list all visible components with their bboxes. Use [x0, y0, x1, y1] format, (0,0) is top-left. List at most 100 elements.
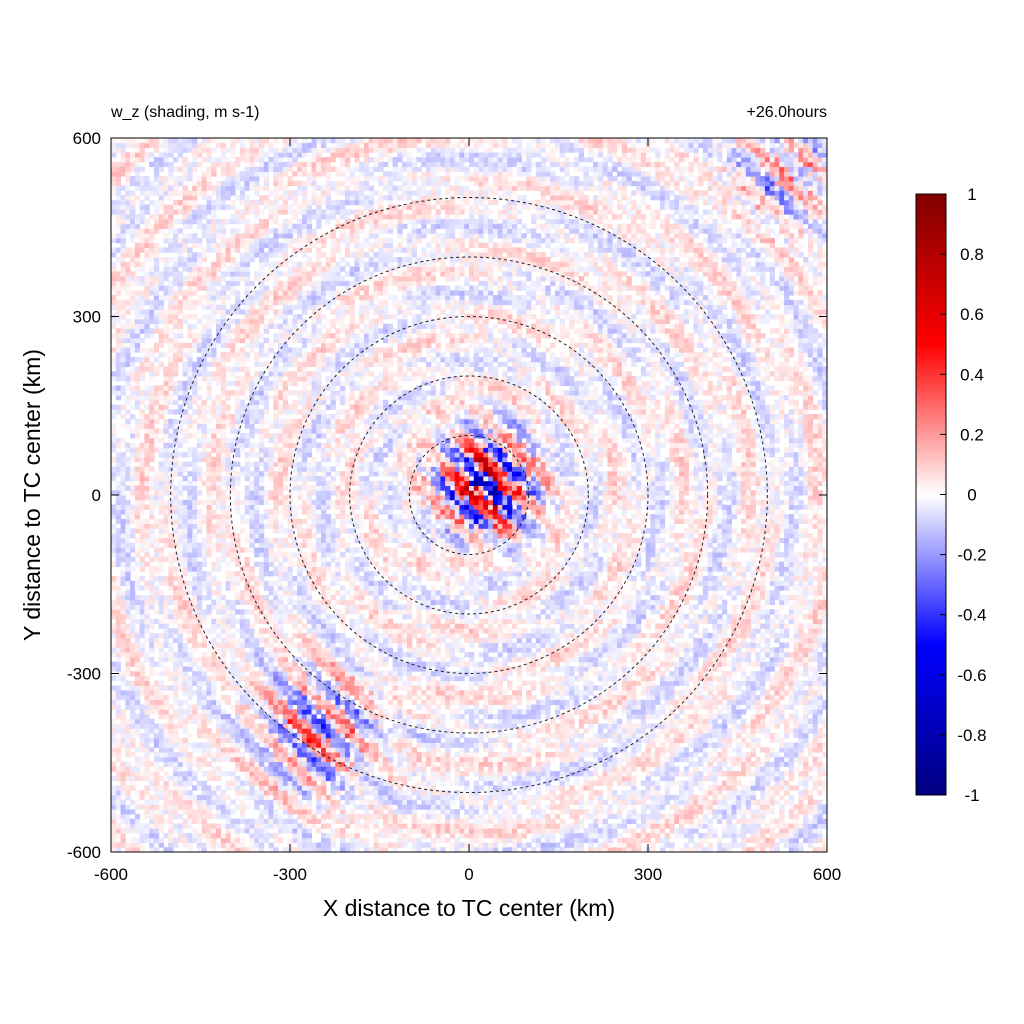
- heatmap-cell: [173, 361, 179, 367]
- heatmap-cell: [115, 528, 122, 534]
- heatmap-cell: [187, 385, 193, 391]
- heatmap-cell: [158, 309, 164, 315]
- heatmap-cell: [173, 675, 179, 682]
- heatmap-cell: [297, 190, 303, 196]
- heatmap-cell: [182, 395, 188, 401]
- heatmap-cell: [153, 180, 160, 187]
- heatmap-cell: [196, 542, 203, 548]
- heatmap-cell: [268, 433, 274, 439]
- heatmap-cell: [244, 442, 250, 448]
- heatmap-cell: [192, 599, 198, 605]
- heatmap-cell: [258, 304, 265, 310]
- heatmap-cell: [220, 637, 227, 644]
- heatmap-cell: [220, 428, 227, 434]
- heatmap-cell: [163, 537, 169, 544]
- heatmap-cell: [139, 214, 145, 220]
- heatmap-cell: [263, 218, 270, 225]
- heatmap-cell: [168, 371, 174, 377]
- heatmap-cell: [258, 709, 265, 715]
- heatmap-cell: [173, 452, 179, 458]
- heatmap-cell: [254, 190, 260, 196]
- heatmap-cell: [163, 271, 169, 277]
- heatmap-cell: [168, 575, 174, 582]
- heatmap-cell: [278, 209, 284, 215]
- heatmap-cell: [287, 566, 293, 572]
- heatmap-cell: [196, 761, 203, 767]
- heatmap-cell: [134, 813, 141, 820]
- heatmap-cell: [239, 261, 246, 268]
- heatmap-cell: [139, 347, 145, 353]
- heatmap-cell: [130, 390, 136, 396]
- heatmap-cell: [134, 547, 141, 553]
- heatmap-cell: [258, 671, 265, 677]
- heatmap-cell: [235, 828, 241, 834]
- heatmap-cell: [187, 376, 193, 382]
- heatmap-cell: [258, 285, 265, 291]
- heatmap-cell: [134, 299, 141, 306]
- heatmap-cell: [120, 766, 126, 772]
- heatmap-cell: [225, 518, 231, 525]
- heatmap-cell: [301, 723, 308, 729]
- heatmap-cell: [268, 242, 274, 248]
- heatmap-cell: [120, 257, 126, 263]
- heatmap-cell: [230, 428, 236, 434]
- heatmap-cell: [263, 661, 270, 667]
- heatmap-cell: [278, 347, 284, 353]
- heatmap-cell: [258, 656, 265, 663]
- heatmap-cell: [282, 442, 289, 448]
- heatmap-cell: [201, 633, 207, 639]
- heatmap-cell: [230, 366, 236, 372]
- heatmap-cell: [173, 823, 179, 829]
- heatmap-cell: [225, 480, 231, 486]
- heatmap-cell: [163, 276, 169, 282]
- heatmap-cell: [235, 176, 241, 182]
- heatmap-cell: [192, 233, 198, 239]
- heatmap-cell: [125, 266, 131, 272]
- heatmap-cell: [258, 809, 265, 815]
- heatmap-cell: [163, 423, 169, 429]
- heatmap-cell: [115, 456, 122, 463]
- heatmap-cell: [201, 409, 207, 415]
- heatmap-cell: [111, 832, 117, 839]
- heatmap-cell: [201, 356, 207, 363]
- heatmap-cell: [220, 723, 227, 729]
- heatmap-cell: [282, 295, 289, 301]
- heatmap-cell: [220, 199, 227, 206]
- heatmap-cell: [182, 566, 188, 572]
- heatmap-cell: [230, 680, 236, 686]
- heatmap-cell: [211, 280, 217, 287]
- heatmap-cell: [201, 771, 207, 777]
- heatmap-cell: [230, 490, 236, 496]
- heatmap-cell: [111, 775, 117, 782]
- heatmap-cell: [278, 775, 284, 782]
- heatmap-cell: [230, 685, 236, 691]
- heatmap-cell: [187, 690, 193, 696]
- heatmap-cell: [153, 823, 160, 829]
- heatmap-cell: [225, 247, 231, 253]
- heatmap-cell: [187, 585, 193, 591]
- heatmap-cell: [158, 552, 164, 558]
- heatmap-cell: [292, 542, 298, 548]
- heatmap-cell: [249, 299, 255, 306]
- heatmap-cell: [287, 352, 293, 358]
- heatmap-cell: [192, 337, 198, 344]
- heatmap-cell: [144, 385, 150, 391]
- heatmap-cell: [239, 728, 246, 734]
- heatmap-cell: [149, 433, 155, 439]
- heatmap-cell: [120, 533, 126, 539]
- heatmap-cell: [225, 785, 231, 791]
- heatmap-cell: [206, 809, 212, 815]
- heatmap-cell: [239, 723, 246, 729]
- heatmap-cell: [144, 675, 150, 682]
- heatmap-cell: [144, 290, 150, 296]
- heatmap-cell: [115, 333, 122, 339]
- heatmap-cell: [287, 637, 293, 644]
- heatmap-cell: [196, 237, 203, 244]
- heatmap-cell: [230, 142, 236, 149]
- heatmap-cell: [115, 737, 122, 744]
- heatmap-cell: [292, 809, 298, 815]
- heatmap-cell: [216, 233, 222, 239]
- heatmap-cell: [258, 471, 265, 477]
- heatmap-cell: [244, 356, 250, 363]
- heatmap-cell: [297, 590, 303, 596]
